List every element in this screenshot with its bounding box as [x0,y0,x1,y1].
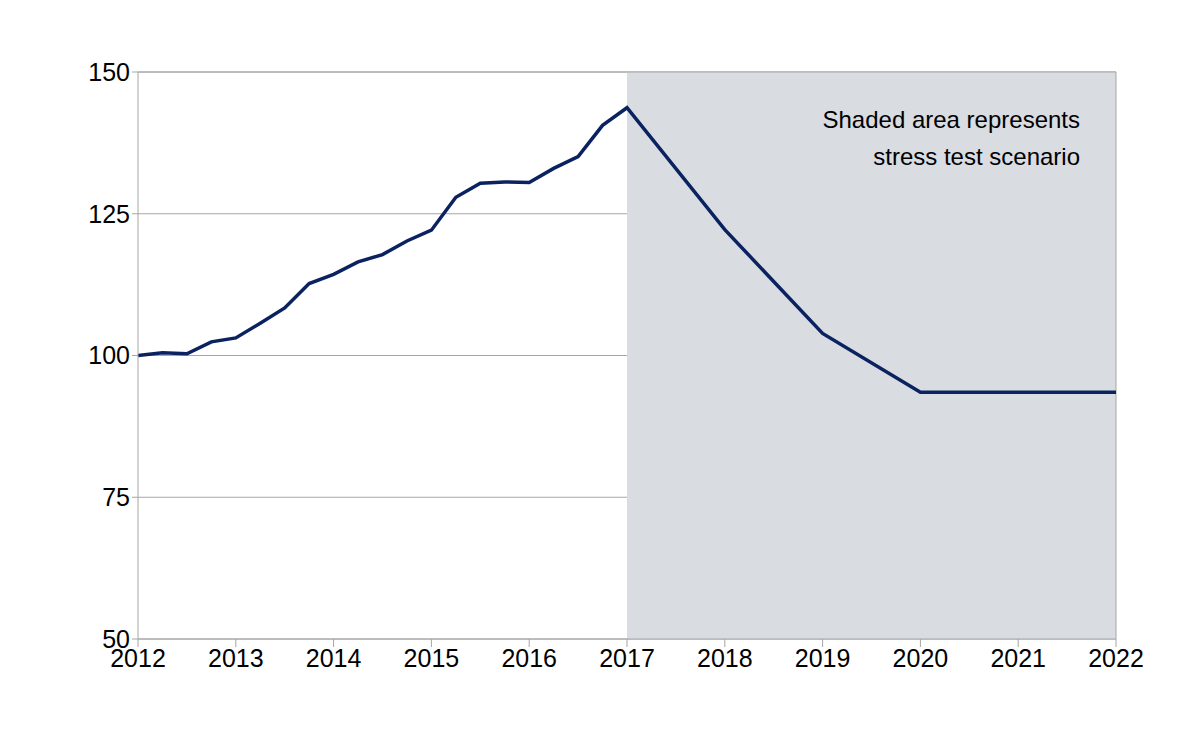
svg-text:150: 150 [88,58,130,86]
svg-text:2022: 2022 [1088,644,1144,672]
svg-text:2018: 2018 [697,644,753,672]
svg-text:2017: 2017 [599,644,655,672]
svg-text:2014: 2014 [306,644,362,672]
svg-text:2020: 2020 [893,644,949,672]
svg-text:2016: 2016 [501,644,557,672]
svg-text:100: 100 [88,341,130,369]
svg-text:2019: 2019 [795,644,851,672]
svg-text:2012: 2012 [110,643,166,672]
svg-text:75: 75 [102,483,130,511]
svg-text:125: 125 [88,200,130,228]
svg-text:2021: 2021 [990,644,1046,672]
svg-text:50: 50 [102,625,130,653]
svg-text:2013: 2013 [208,644,264,672]
svg-text:stress test scenario: stress test scenario [873,143,1080,170]
svg-text:2015: 2015 [404,644,460,672]
svg-text:Shaded area represents: Shaded area represents [822,106,1080,133]
